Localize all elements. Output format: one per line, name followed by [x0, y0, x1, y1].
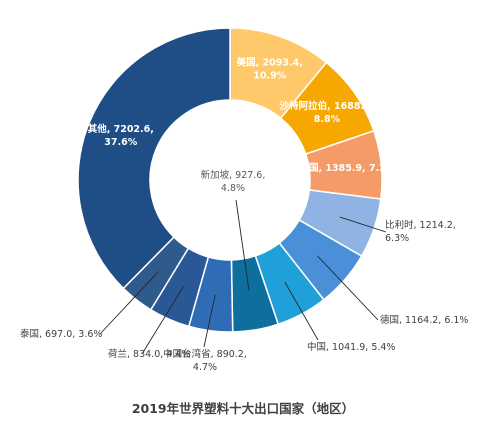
- leader-line-5: [317, 255, 379, 321]
- slice-label-5: 德国, 1164.2, 6.1%: [380, 314, 468, 326]
- slices-layer: [77, 27, 383, 333]
- slice-11: [77, 27, 231, 290]
- leader-line-4: [339, 216, 387, 233]
- slice-label-11: 其他, 7202.6, 37.6%: [88, 123, 154, 148]
- leader-line-7: [235, 199, 250, 291]
- slice-label-9: 荷兰, 834.0, 4.4%: [108, 348, 190, 360]
- slice-label-4: 比利时, 1214.2, 6.3%: [385, 219, 456, 244]
- slice-label-3: 韩国, 1385.9, 7.2%: [299, 162, 395, 174]
- leader-line-9: [141, 286, 185, 355]
- slice-label-2: 沙特阿拉伯, 1688.0, 8.8%: [280, 100, 375, 125]
- chart-title: 2019年世界塑料十大出口国家（地区）: [131, 401, 355, 416]
- slice-label-6: 中国, 1041.9, 5.4%: [307, 341, 395, 353]
- leader-line-10: [99, 271, 159, 335]
- labels-layer: 美国, 2093.4, 10.9% 沙特阿拉伯, 1688.0, 8.8% 韩国, 13…: [20, 56, 468, 373]
- slice-label-1: 美国, 2093.4, 10.9%: [236, 56, 303, 81]
- leader-lines-layer: [99, 199, 387, 355]
- slice-label-10: 泰国, 697.0, 3.6%: [20, 328, 102, 340]
- leader-line-8: [203, 294, 216, 348]
- leader-line-6: [284, 281, 319, 341]
- slice-label-8: 中国台湾省, 890.2, 4.7%: [163, 348, 247, 373]
- slice-label-7: 新加坡, 927.6, 4.8%: [201, 169, 266, 194]
